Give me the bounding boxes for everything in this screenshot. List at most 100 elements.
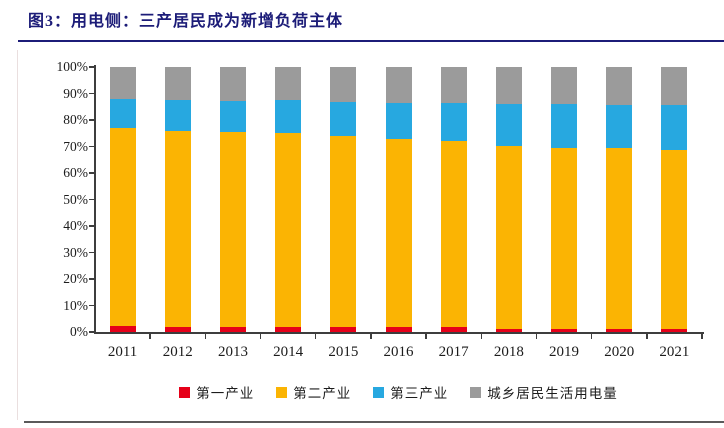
x-tick-mark	[701, 334, 703, 339]
bar-segment	[275, 100, 302, 133]
x-tick-mark	[314, 334, 317, 339]
y-tick-label: 40%	[63, 218, 88, 233]
y-tick-mark	[89, 278, 94, 280]
x-category-label: 2019	[549, 344, 580, 360]
bar-segment	[661, 328, 688, 332]
y-tick-mark	[89, 66, 94, 68]
bar-segment	[661, 149, 688, 329]
y-tick-label: 70%	[63, 138, 88, 154]
legend-item: 第二产业	[276, 382, 351, 402]
bar-segment	[551, 148, 578, 330]
x-category-label: 2012	[162, 344, 193, 360]
bar-segment	[495, 67, 522, 105]
y-tick-mark	[89, 119, 94, 121]
bar-segment	[219, 131, 246, 327]
bar-segment	[219, 100, 246, 132]
legend-label: 第二产业	[293, 386, 352, 401]
y-tick-label: 0%	[70, 324, 88, 339]
bar-segment	[164, 326, 191, 332]
y-tick-mark	[89, 172, 94, 174]
bar-segment	[275, 327, 302, 332]
bar-segment	[385, 103, 412, 140]
legend-swatch	[179, 386, 191, 398]
bar-segment	[330, 327, 357, 332]
x-axis-line	[94, 332, 704, 334]
legend-item: 第三产业	[373, 382, 448, 402]
x-category-label: 2021	[659, 344, 690, 360]
bar-segment	[385, 327, 412, 332]
bar-segment	[440, 103, 467, 141]
x-category-label: 2016	[383, 344, 414, 360]
legend-swatch	[373, 386, 385, 398]
y-tick-mark	[89, 251, 94, 254]
x-tick-mark	[425, 334, 427, 339]
y-tick-label: 90%	[63, 85, 88, 101]
x-tick-mark	[149, 334, 151, 339]
y-tick-label: 50%	[63, 191, 88, 207]
y-tick-mark	[89, 198, 94, 201]
chart-legend: 第一产业 第二产业 第三产业 城乡居民生活用电量	[95, 382, 702, 402]
x-tick-mark	[535, 334, 538, 339]
bar-segment	[164, 67, 191, 101]
x-tick-mark	[646, 334, 648, 339]
y-tick-mark	[89, 92, 94, 95]
bar-segment	[109, 99, 136, 128]
bar-segment	[495, 104, 522, 147]
legend-item: 第一产业	[179, 382, 254, 402]
bar-segment	[551, 104, 578, 149]
x-category-label: 2014	[273, 344, 304, 360]
bar-segment	[551, 329, 578, 332]
x-tick-mark	[370, 334, 372, 339]
bar-segment	[219, 67, 246, 101]
legend-swatch	[276, 386, 288, 398]
figure-left-border	[17, 50, 18, 420]
bar-segment	[606, 104, 633, 149]
x-category-label: 2018	[493, 344, 524, 360]
bar-segment	[109, 127, 136, 327]
bar-segment	[440, 140, 467, 328]
x-category-label: 2017	[438, 344, 469, 360]
bar-segment	[275, 132, 302, 328]
bar-segment	[219, 326, 246, 332]
bar-segment	[164, 100, 191, 131]
x-category-label: 2015	[328, 344, 359, 360]
bar-segment	[495, 329, 522, 332]
stacked-bar-chart: 0% 10% 20% 30% 40% 50% 60% 70% 80% 90% 100% 2011 20…	[0, 50, 724, 428]
y-tick-label: 10%	[63, 297, 88, 313]
bar-segment	[109, 67, 136, 100]
bar-segment	[330, 135, 357, 328]
x-tick-mark	[204, 334, 207, 339]
x-tick-mark	[259, 334, 262, 339]
bar-segment	[661, 104, 688, 150]
bar-segment	[551, 67, 578, 105]
legend-label: 第一产业	[196, 386, 255, 401]
y-axis-line	[94, 65, 96, 333]
bar-segment	[606, 148, 633, 330]
legend-label: 第三产业	[390, 386, 449, 401]
x-category-label: 2011	[107, 344, 138, 360]
y-tick-label: 30%	[63, 244, 88, 260]
bar-segment	[606, 67, 633, 105]
bar-segment	[109, 326, 136, 332]
legend-swatch	[470, 386, 482, 398]
y-tick-mark	[89, 304, 94, 307]
x-category-label: 2020	[604, 344, 635, 360]
bar-segment	[164, 130, 191, 327]
y-tick-mark	[89, 145, 94, 148]
figure-title-underline	[18, 40, 724, 42]
y-tick-mark	[89, 225, 94, 227]
legend-item: 城乡居民生活用电量	[470, 382, 618, 402]
x-tick-mark	[480, 334, 483, 339]
figure-bottom-rule	[24, 421, 724, 423]
y-tick-label: 100%	[56, 59, 89, 74]
y-tick-label: 20%	[63, 271, 88, 286]
bar-segment	[495, 146, 522, 330]
bar-segment	[440, 67, 467, 104]
y-tick-label: 60%	[63, 165, 88, 180]
x-category-label: 2013	[217, 344, 248, 360]
bar-segment	[385, 67, 412, 104]
bar-segment	[661, 67, 688, 105]
figure-title: 图3：用电侧：三产居民成为新增负荷主体	[28, 13, 344, 30]
bar-segment	[330, 67, 357, 102]
y-tick-label: 80%	[63, 112, 88, 127]
